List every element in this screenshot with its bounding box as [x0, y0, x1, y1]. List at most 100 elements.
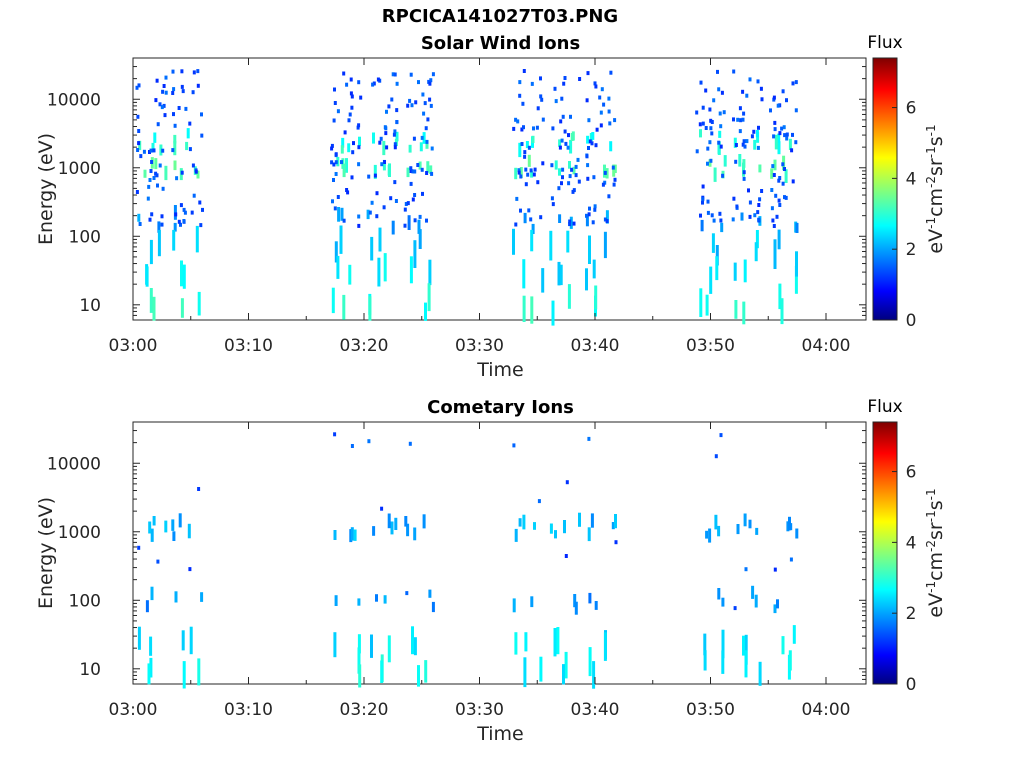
flux-cell [773, 127, 777, 132]
flux-cell [753, 139, 757, 150]
flux-cell [587, 146, 590, 150]
colorbar-tick-label: 2 [906, 604, 917, 624]
flux-cell [539, 215, 543, 220]
flux-cell [196, 69, 200, 74]
flux-cell [529, 168, 533, 173]
flux-cell [177, 106, 181, 110]
flux-cell [568, 174, 572, 179]
flux-cell [171, 69, 175, 74]
flux-cell [522, 125, 525, 130]
flux-cell [602, 102, 606, 107]
flux-cell [527, 154, 531, 167]
colorbar-tick-label: 0 [906, 311, 917, 331]
flux-cell [427, 283, 431, 312]
flux-cell [712, 98, 716, 103]
flux-cell [760, 97, 764, 102]
flux-cell [586, 71, 590, 76]
flux-cell [422, 132, 426, 144]
flux-cell [759, 86, 763, 91]
flux-cell [541, 117, 545, 122]
flux-cell [571, 131, 575, 141]
flux-cell [551, 126, 555, 131]
flux-cell [336, 109, 340, 114]
flux-cell [178, 513, 182, 528]
flux-cell [345, 82, 349, 87]
flux-cell [179, 203, 183, 208]
flux-cell [421, 191, 424, 196]
flux-cell [708, 159, 712, 167]
flux-cell [783, 167, 786, 171]
flux-cell [714, 454, 718, 459]
x-axis-label: Time [476, 359, 524, 381]
flux-cell [723, 155, 727, 167]
flux-cell [720, 222, 724, 233]
colorbar-tick-label: 4 [906, 533, 917, 553]
flux-cell [567, 284, 571, 309]
flux-cell [375, 214, 379, 219]
flux-cell [567, 181, 571, 186]
flux-cell [569, 114, 572, 119]
flux-cell [553, 86, 557, 91]
flux-cell [200, 592, 204, 602]
flux-cell [426, 161, 430, 173]
flux-cell [569, 139, 573, 154]
flux-cell [614, 540, 618, 545]
flux-cell [372, 526, 376, 536]
flux-cell [409, 256, 413, 284]
flux-cell [777, 198, 781, 203]
flux-cell [524, 167, 528, 172]
flux-cell [382, 140, 386, 156]
y-tick-label: 10 [79, 660, 101, 680]
flux-cell [586, 135, 590, 144]
flux-cell [777, 141, 781, 155]
flux-cell [405, 591, 409, 596]
flux-cell [137, 213, 141, 222]
flux-cell [350, 94, 354, 99]
flux-cell [372, 132, 375, 144]
flux-cell [380, 506, 384, 511]
flux-cell [785, 132, 789, 137]
flux-cell [391, 220, 395, 235]
flux-cell [378, 140, 382, 145]
flux-cell [717, 588, 721, 600]
flux-cell [717, 140, 721, 145]
y-axis-label: Energy (eV) [35, 497, 57, 609]
flux-cell [758, 661, 762, 686]
flux-cell [776, 599, 779, 609]
flux-cell [431, 601, 435, 613]
flux-cell [136, 114, 140, 119]
flux-cell [149, 148, 153, 153]
flux-cell [372, 81, 376, 86]
flux-cell [181, 630, 185, 651]
flux-cell [794, 140, 798, 145]
flux-cell [519, 167, 523, 178]
flux-cell [734, 143, 738, 147]
flux-cell [403, 207, 407, 212]
flux-cell [367, 439, 371, 444]
colorbar-title: Flux [867, 397, 902, 417]
flux-cell [567, 133, 570, 138]
flux-cell [772, 134, 776, 139]
flux-cell [549, 230, 553, 261]
flux-cell [395, 131, 399, 142]
flux-cell [719, 124, 723, 129]
flux-cell [613, 118, 617, 123]
flux-cell [785, 98, 788, 103]
flux-cell [778, 176, 782, 180]
flux-cell [611, 522, 615, 530]
flux-cell [701, 105, 705, 110]
flux-cell [733, 137, 737, 148]
colorbar-title: Flux [867, 33, 902, 53]
flux-cell [599, 123, 603, 128]
flux-cell [738, 106, 742, 111]
flux-cell [773, 239, 777, 269]
cometary-ions-panel: 03:00 03:10 03:20 03:30 03:40 03:50 04:00 10 100… [35, 397, 947, 745]
flux-cell [356, 125, 360, 130]
flux-cell [605, 219, 609, 224]
flux-cell [349, 91, 353, 96]
flux-cell [429, 78, 433, 83]
flux-cell [150, 586, 154, 601]
flux-cell [795, 251, 798, 277]
flux-cell [164, 75, 168, 80]
